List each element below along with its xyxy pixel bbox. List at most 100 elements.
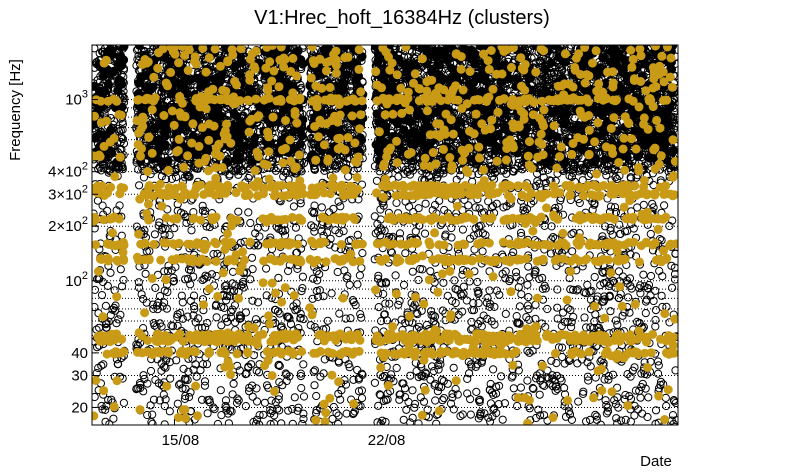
cluster-point [651, 315, 660, 325]
cluster-point [541, 284, 550, 293]
cluster-point [186, 280, 195, 289]
cluster-point [472, 387, 481, 396]
cluster-point [140, 374, 149, 384]
cluster-point [511, 268, 521, 277]
cluster-point [648, 199, 657, 208]
cluster-point [559, 308, 568, 317]
cluster-point [309, 223, 318, 232]
cluster-point [277, 419, 286, 425]
cluster-point [630, 363, 639, 372]
cluster-point [357, 313, 366, 322]
cluster-point [99, 360, 108, 369]
y-axis-label: Frequency [Hz] [7, 59, 24, 161]
cluster-point [255, 368, 264, 377]
cluster-point [641, 309, 650, 318]
cluster-point [104, 395, 113, 405]
cluster-point [592, 412, 601, 421]
cluster-point [603, 407, 613, 416]
cluster-point [353, 280, 362, 289]
cluster-point [275, 406, 284, 415]
cluster-point [639, 270, 648, 279]
cluster-point [288, 419, 297, 425]
cluster-point [298, 419, 307, 425]
cluster-point [228, 305, 237, 314]
cluster-point [309, 274, 318, 283]
cluster-point [317, 203, 326, 212]
cluster-point [567, 230, 576, 239]
cluster-point [374, 401, 383, 410]
cluster-point [274, 273, 283, 282]
cluster-point [654, 361, 663, 370]
cluster-point [181, 275, 190, 284]
scatter-points [92, 45, 678, 425]
cluster-point [509, 384, 518, 393]
cluster-point [297, 384, 306, 393]
cluster-point [464, 201, 473, 210]
cluster-point [410, 403, 419, 412]
cluster-point [574, 397, 583, 406]
cluster-point [288, 404, 297, 414]
cluster-point [356, 310, 365, 319]
cluster-point [198, 360, 208, 369]
cluster-point [480, 409, 489, 418]
cluster-point [538, 380, 547, 389]
cluster-point [151, 283, 160, 292]
cluster-point [255, 411, 264, 420]
cluster-point [473, 277, 482, 287]
cluster-point [543, 304, 552, 314]
cluster-point [160, 401, 169, 411]
cluster-point [248, 392, 257, 401]
cluster-point [161, 395, 170, 404]
cluster-point [395, 229, 405, 238]
cluster-point [198, 201, 207, 210]
cluster-point [328, 414, 337, 423]
cluster-point [97, 361, 106, 370]
cluster-point [414, 204, 423, 213]
cluster-point [558, 210, 568, 219]
cluster-point [143, 410, 152, 420]
cluster-point [580, 313, 589, 322]
cluster-point [601, 396, 610, 405]
cluster-point [296, 369, 305, 378]
cluster-point [626, 394, 636, 403]
cluster-point [341, 314, 350, 323]
cluster-point [399, 379, 408, 388]
cluster-point [540, 381, 549, 390]
cluster-point [490, 320, 499, 329]
cluster-point [217, 411, 226, 420]
cluster-point [167, 321, 176, 330]
cluster-point [616, 229, 625, 239]
cluster-point [485, 286, 494, 295]
cluster-point [426, 267, 435, 276]
cluster-point [93, 196, 103, 205]
cluster-point [148, 419, 157, 425]
cluster-point [523, 346, 532, 355]
cluster-point [370, 212, 379, 221]
cluster-point [439, 278, 448, 287]
cluster-point [643, 412, 652, 422]
cluster-point [408, 386, 417, 395]
cluster-point [186, 266, 195, 275]
cluster-point [670, 270, 678, 279]
cluster-point [572, 286, 581, 295]
cluster-point [611, 316, 621, 325]
cluster-point [427, 307, 436, 316]
cluster-point [557, 376, 566, 385]
cluster-point [450, 276, 459, 285]
cluster-point [148, 410, 157, 419]
x-axis-label: Date [640, 453, 672, 470]
cluster-point [116, 265, 125, 274]
cluster-point [98, 201, 107, 210]
cluster-point [513, 401, 522, 411]
cluster-point [465, 277, 474, 286]
cluster-point [494, 400, 503, 409]
cluster-point [547, 356, 556, 365]
cluster-point [615, 171, 624, 180]
cluster-point [172, 173, 181, 182]
cluster-point [614, 267, 624, 276]
cluster-point [333, 267, 342, 277]
cluster-point [608, 230, 617, 239]
cluster-point [323, 316, 332, 325]
cluster-point [443, 291, 452, 300]
